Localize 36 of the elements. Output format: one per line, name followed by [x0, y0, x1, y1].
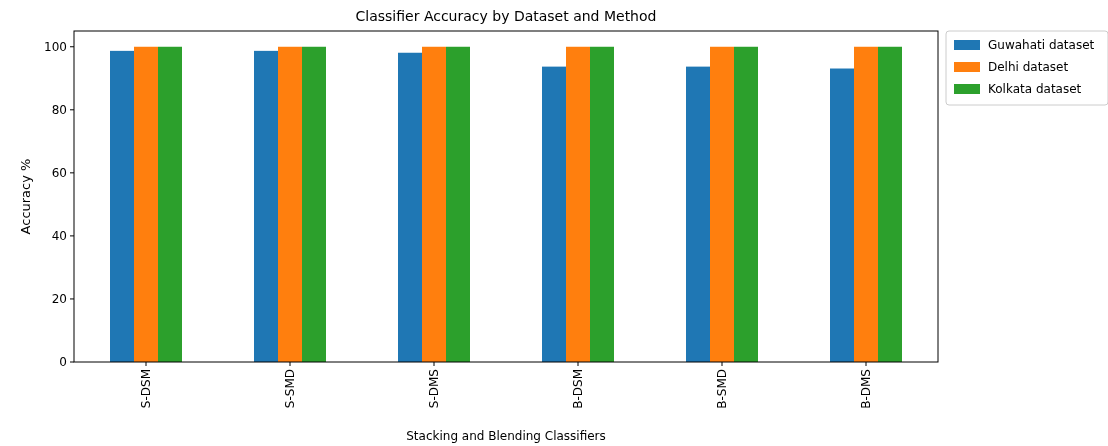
bar	[302, 46, 326, 362]
x-tick-label: S-SMD	[283, 369, 298, 409]
bar	[566, 46, 590, 362]
bar	[590, 46, 614, 362]
y-tick-label: 60	[51, 166, 67, 181]
bar	[878, 46, 902, 362]
y-tick-label: 20	[51, 292, 67, 307]
x-tick-label: B-SMD	[715, 369, 730, 409]
bar	[422, 46, 446, 362]
x-axis-title: Stacking and Blending Classifiers	[406, 429, 606, 443]
bar	[854, 46, 878, 362]
y-tick-label: 0	[59, 355, 67, 370]
x-tick-label: B-DMS	[859, 369, 874, 409]
x-tick-label: S-DMS	[427, 369, 442, 409]
bar	[830, 68, 854, 362]
bar	[158, 46, 182, 362]
y-tick-label: 80	[51, 103, 67, 118]
legend-label: Kolkata dataset	[988, 82, 1082, 97]
bar	[446, 46, 470, 362]
y-tick-label: 100	[44, 39, 67, 54]
chart-title: Classifier Accuracy by Dataset and Method	[355, 8, 657, 24]
legend-label: Guwahati dataset	[988, 38, 1095, 53]
bar	[542, 66, 566, 362]
legend-label: Delhi dataset	[988, 60, 1069, 75]
y-tick-label: 40	[51, 229, 67, 244]
x-tick-label: S-DSM	[139, 369, 154, 409]
bar	[398, 52, 422, 362]
y-axis-title: Accuracy %	[18, 158, 33, 235]
x-tick-label: B-DSM	[571, 369, 586, 409]
bar	[710, 46, 734, 362]
bar	[734, 46, 758, 362]
bar	[110, 50, 134, 362]
bar	[278, 46, 302, 362]
bar	[686, 66, 710, 362]
bar	[134, 46, 158, 362]
bar	[254, 50, 278, 362]
